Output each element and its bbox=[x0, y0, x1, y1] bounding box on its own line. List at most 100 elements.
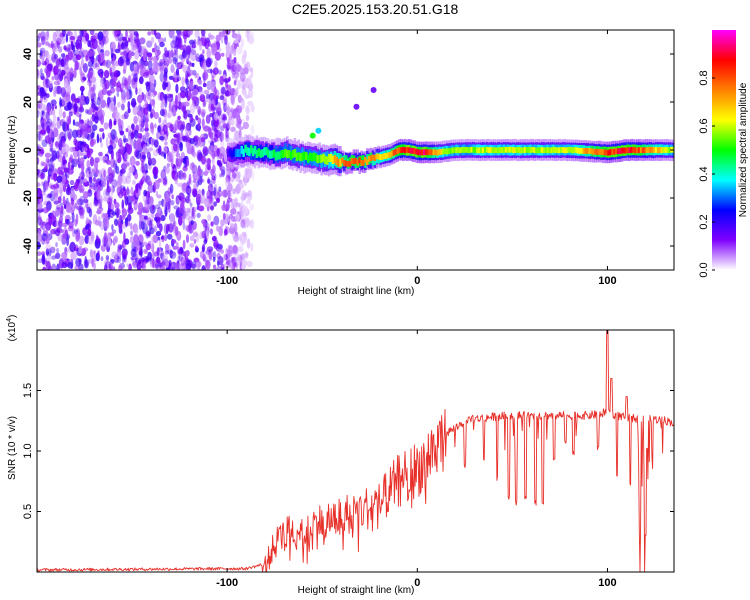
noise-speckle bbox=[53, 90, 57, 98]
noise-speckle bbox=[246, 32, 252, 38]
noise-speckle bbox=[190, 50, 197, 62]
noise-speckle bbox=[174, 120, 179, 131]
noise-speckle bbox=[143, 93, 147, 102]
noise-speckle bbox=[51, 52, 57, 63]
noise-speckle bbox=[113, 76, 118, 81]
line-segment bbox=[464, 146, 468, 153]
noise-speckle bbox=[206, 223, 210, 231]
noise-speckle bbox=[211, 175, 216, 181]
line-segment bbox=[474, 147, 477, 153]
noise-speckle bbox=[51, 109, 56, 116]
noise-speckle bbox=[37, 103, 41, 109]
noise-speckle bbox=[213, 201, 217, 207]
noise-speckle bbox=[37, 42, 42, 48]
noise-speckle bbox=[73, 30, 78, 40]
line-segment bbox=[468, 147, 472, 153]
noise-speckle bbox=[180, 135, 186, 142]
noise-speckle bbox=[159, 91, 165, 102]
noise-speckle bbox=[41, 122, 45, 129]
noise-speckle bbox=[82, 63, 88, 73]
noise-speckle bbox=[192, 231, 198, 237]
line-segment bbox=[257, 148, 261, 157]
noise-speckle bbox=[134, 224, 139, 235]
noise-speckle bbox=[119, 130, 125, 136]
noise-speckle bbox=[241, 231, 247, 237]
noise-speckle bbox=[218, 256, 224, 266]
noise-speckle bbox=[56, 41, 60, 49]
noise-speckle bbox=[78, 263, 84, 270]
noise-speckle bbox=[146, 51, 149, 56]
noise-speckle bbox=[142, 144, 148, 152]
noise-speckle bbox=[154, 216, 161, 222]
line-segment bbox=[265, 147, 268, 156]
noise-speckle bbox=[104, 79, 110, 90]
line-segment bbox=[413, 148, 416, 155]
noise-speckle bbox=[90, 100, 97, 109]
noise-speckle bbox=[124, 238, 130, 245]
noise-speckle bbox=[128, 202, 132, 211]
noise-speckle bbox=[117, 56, 124, 67]
line-segment bbox=[291, 150, 295, 159]
noise-speckle bbox=[62, 30, 66, 37]
noise-speckle bbox=[64, 246, 68, 253]
noise-speckle bbox=[83, 178, 88, 183]
noise-speckle bbox=[145, 248, 148, 255]
noise-speckle bbox=[137, 132, 143, 139]
noise-speckle bbox=[209, 195, 213, 205]
noise-speckle bbox=[71, 212, 75, 224]
noise-speckle bbox=[157, 236, 161, 241]
noise-speckle bbox=[164, 115, 167, 123]
noise-speckle bbox=[99, 137, 102, 143]
noise-speckle bbox=[123, 95, 127, 103]
noise-speckle bbox=[250, 124, 255, 135]
noise-speckle bbox=[242, 205, 249, 216]
snr-x-axis-label: Height of straight line (km) bbox=[298, 585, 415, 596]
noise-speckle bbox=[202, 146, 209, 157]
noise-speckle bbox=[135, 160, 140, 166]
noise-speckle bbox=[230, 256, 234, 263]
noise-speckle bbox=[117, 137, 123, 148]
noise-speckle bbox=[246, 238, 251, 249]
noise-speckle bbox=[120, 145, 126, 154]
noise-speckle bbox=[151, 125, 155, 136]
noise-speckle bbox=[143, 189, 148, 197]
noise-speckle bbox=[115, 165, 120, 175]
noise-speckle bbox=[216, 197, 220, 203]
noise-speckle bbox=[207, 183, 213, 193]
noise-speckle bbox=[168, 102, 172, 112]
noise-speckle bbox=[84, 123, 89, 134]
noise-speckle bbox=[66, 128, 73, 140]
noise-speckle bbox=[66, 118, 70, 125]
line-segment bbox=[278, 151, 281, 160]
noise-speckle bbox=[130, 222, 133, 230]
noise-speckle bbox=[219, 95, 225, 101]
noise-speckle bbox=[210, 80, 216, 89]
line-segment bbox=[227, 149, 230, 158]
noise-speckle bbox=[161, 130, 165, 138]
noise-speckle bbox=[248, 35, 255, 45]
noise-speckle bbox=[119, 55, 125, 64]
noise-speckle bbox=[67, 226, 74, 232]
noise-speckle bbox=[190, 49, 197, 56]
noise-speckle bbox=[200, 60, 205, 69]
line-segment bbox=[540, 147, 544, 153]
line-segment bbox=[322, 153, 325, 162]
noise-speckle bbox=[232, 188, 236, 195]
noise-speckle bbox=[79, 119, 84, 125]
noise-speckle bbox=[235, 183, 241, 194]
noise-speckle bbox=[150, 37, 155, 44]
noise-speckle bbox=[170, 252, 176, 256]
line-segment bbox=[649, 146, 652, 153]
noise-speckle bbox=[195, 245, 198, 251]
noise-speckle bbox=[195, 260, 201, 269]
noise-speckle bbox=[155, 32, 161, 40]
noise-speckle bbox=[54, 105, 57, 110]
noise-speckle bbox=[87, 258, 93, 264]
noise-speckle bbox=[224, 90, 230, 97]
noise-speckle bbox=[88, 176, 93, 184]
noise-speckle bbox=[123, 46, 130, 57]
noise-speckle bbox=[136, 261, 142, 270]
noise-speckle bbox=[96, 96, 101, 106]
secondary-feature bbox=[353, 103, 360, 110]
noise-speckle bbox=[121, 255, 125, 264]
